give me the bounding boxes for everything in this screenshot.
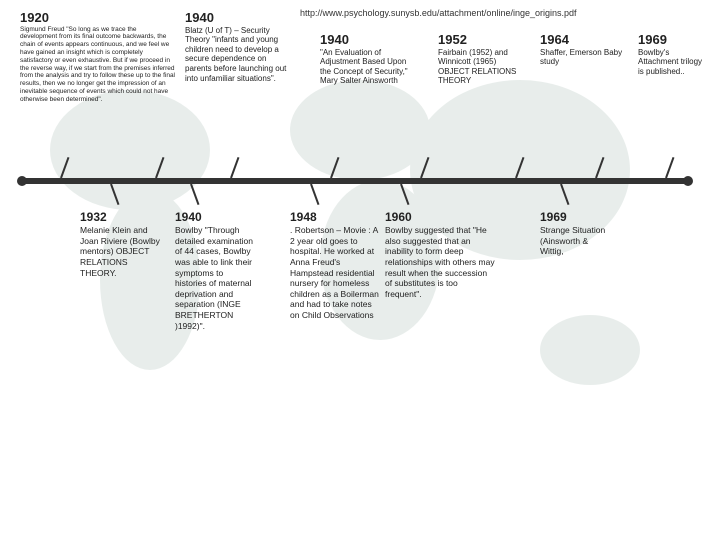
timeline-year: 1969 bbox=[638, 32, 708, 48]
timeline-text: Blatz (U of T) – Security Theory "infant… bbox=[185, 26, 290, 84]
timeline-year: 1932 bbox=[80, 210, 160, 225]
source-url: http://www.psychology.sunysb.edu/attachm… bbox=[300, 8, 577, 18]
timeline-entry-top: 1964Shaffer, Emerson Baby study bbox=[540, 32, 625, 67]
timeline-year: 1940 bbox=[175, 210, 255, 225]
timeline-text: Melanie Klein and Joan Riviere (Bowlby m… bbox=[80, 225, 160, 278]
timeline-entry-top: 1940Blatz (U of T) – Security Theory "in… bbox=[185, 10, 290, 83]
timeline-text: Bowlby suggested that "He also suggested… bbox=[385, 225, 495, 299]
timeline-year: 1964 bbox=[540, 32, 625, 48]
timeline-start-dot bbox=[17, 176, 27, 186]
timeline-entry-bottom: 1969Strange Situation (Ainsworth & Witti… bbox=[540, 210, 610, 257]
timeline-year: 1940 bbox=[320, 32, 410, 48]
timeline-end-dot bbox=[683, 176, 693, 186]
timeline-axis bbox=[20, 178, 690, 184]
timeline-entry-top: 1920Sigmund Freud "So long as we trace t… bbox=[20, 10, 175, 104]
timeline-year: 1920 bbox=[20, 10, 175, 26]
timeline-entry-bottom: 1940Bowlby "Through detailed examination… bbox=[175, 210, 255, 331]
timeline-text: Strange Situation (Ainsworth & Wittig, bbox=[540, 225, 610, 257]
timeline-text: Bowlby's Attachment trilogy is published… bbox=[638, 48, 708, 77]
timeline-text: Sigmund Freud "So long as we trace the d… bbox=[20, 26, 175, 104]
timeline-year: 1952 bbox=[438, 32, 523, 48]
timeline-text: Shaffer, Emerson Baby study bbox=[540, 48, 625, 67]
timeline-text: Bowlby "Through detailed examination of … bbox=[175, 225, 255, 331]
timeline-year: 1969 bbox=[540, 210, 610, 225]
timeline-entry-top: 1969Bowlby's Attachment trilogy is publi… bbox=[638, 32, 708, 76]
timeline-text: . Robertson – Movie : A 2 year old goes … bbox=[290, 225, 380, 321]
timeline-entry-top: 1952Fairbain (1952) and Winnicott (1965)… bbox=[438, 32, 523, 86]
timeline-entry-bottom: 1960Bowlby suggested that "He also sugge… bbox=[385, 210, 495, 299]
timeline-year: 1948 bbox=[290, 210, 380, 225]
timeline-entry-top: 1940"An Evaluation of Adjustment Based U… bbox=[320, 32, 410, 86]
timeline-year: 1940 bbox=[185, 10, 290, 26]
timeline-entry-bottom: 1932Melanie Klein and Joan Riviere (Bowl… bbox=[80, 210, 160, 278]
timeline-text: Fairbain (1952) and Winnicott (1965) OBJ… bbox=[438, 48, 523, 86]
timeline-entry-bottom: 1948. Robertson – Movie : A 2 year old g… bbox=[290, 210, 380, 321]
timeline-text: "An Evaluation of Adjustment Based Upon … bbox=[320, 48, 410, 86]
timeline-year: 1960 bbox=[385, 210, 495, 225]
